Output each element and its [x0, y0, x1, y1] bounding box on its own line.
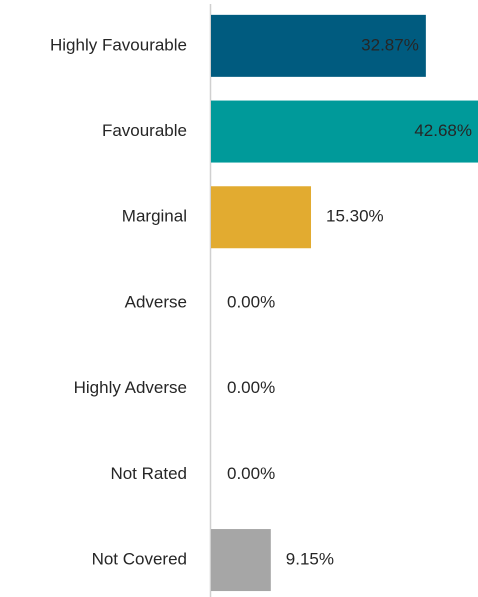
category-label: Highly Favourable [50, 35, 187, 54]
value-label: 0.00% [227, 464, 275, 483]
category-label: Not Rated [110, 464, 187, 483]
category-label: Not Covered [92, 550, 187, 569]
value-label: 42.68% [414, 121, 472, 140]
bar [211, 14, 426, 77]
category-label: Highly Adverse [74, 378, 187, 397]
value-label: 9.15% [286, 550, 334, 569]
bar [211, 100, 478, 163]
category-label: Marginal [122, 207, 187, 226]
category-label: Favourable [102, 121, 187, 140]
value-label: 0.00% [227, 378, 275, 397]
value-label: 15.30% [326, 207, 384, 226]
value-label: 32.87% [361, 35, 419, 54]
category-label: Adverse [125, 292, 187, 311]
value-label: 0.00% [227, 292, 275, 311]
bar [211, 186, 312, 249]
bar [211, 529, 271, 592]
